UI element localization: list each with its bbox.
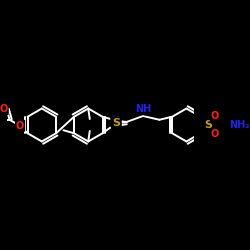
Text: O: O <box>211 129 219 139</box>
Text: N: N <box>112 116 121 126</box>
Text: S: S <box>204 120 212 130</box>
Text: S: S <box>112 118 120 128</box>
Text: O: O <box>16 121 24 131</box>
Text: NH: NH <box>135 104 151 114</box>
Text: NH₂: NH₂ <box>229 120 250 130</box>
Text: O: O <box>211 111 219 121</box>
Text: O: O <box>0 104 8 114</box>
